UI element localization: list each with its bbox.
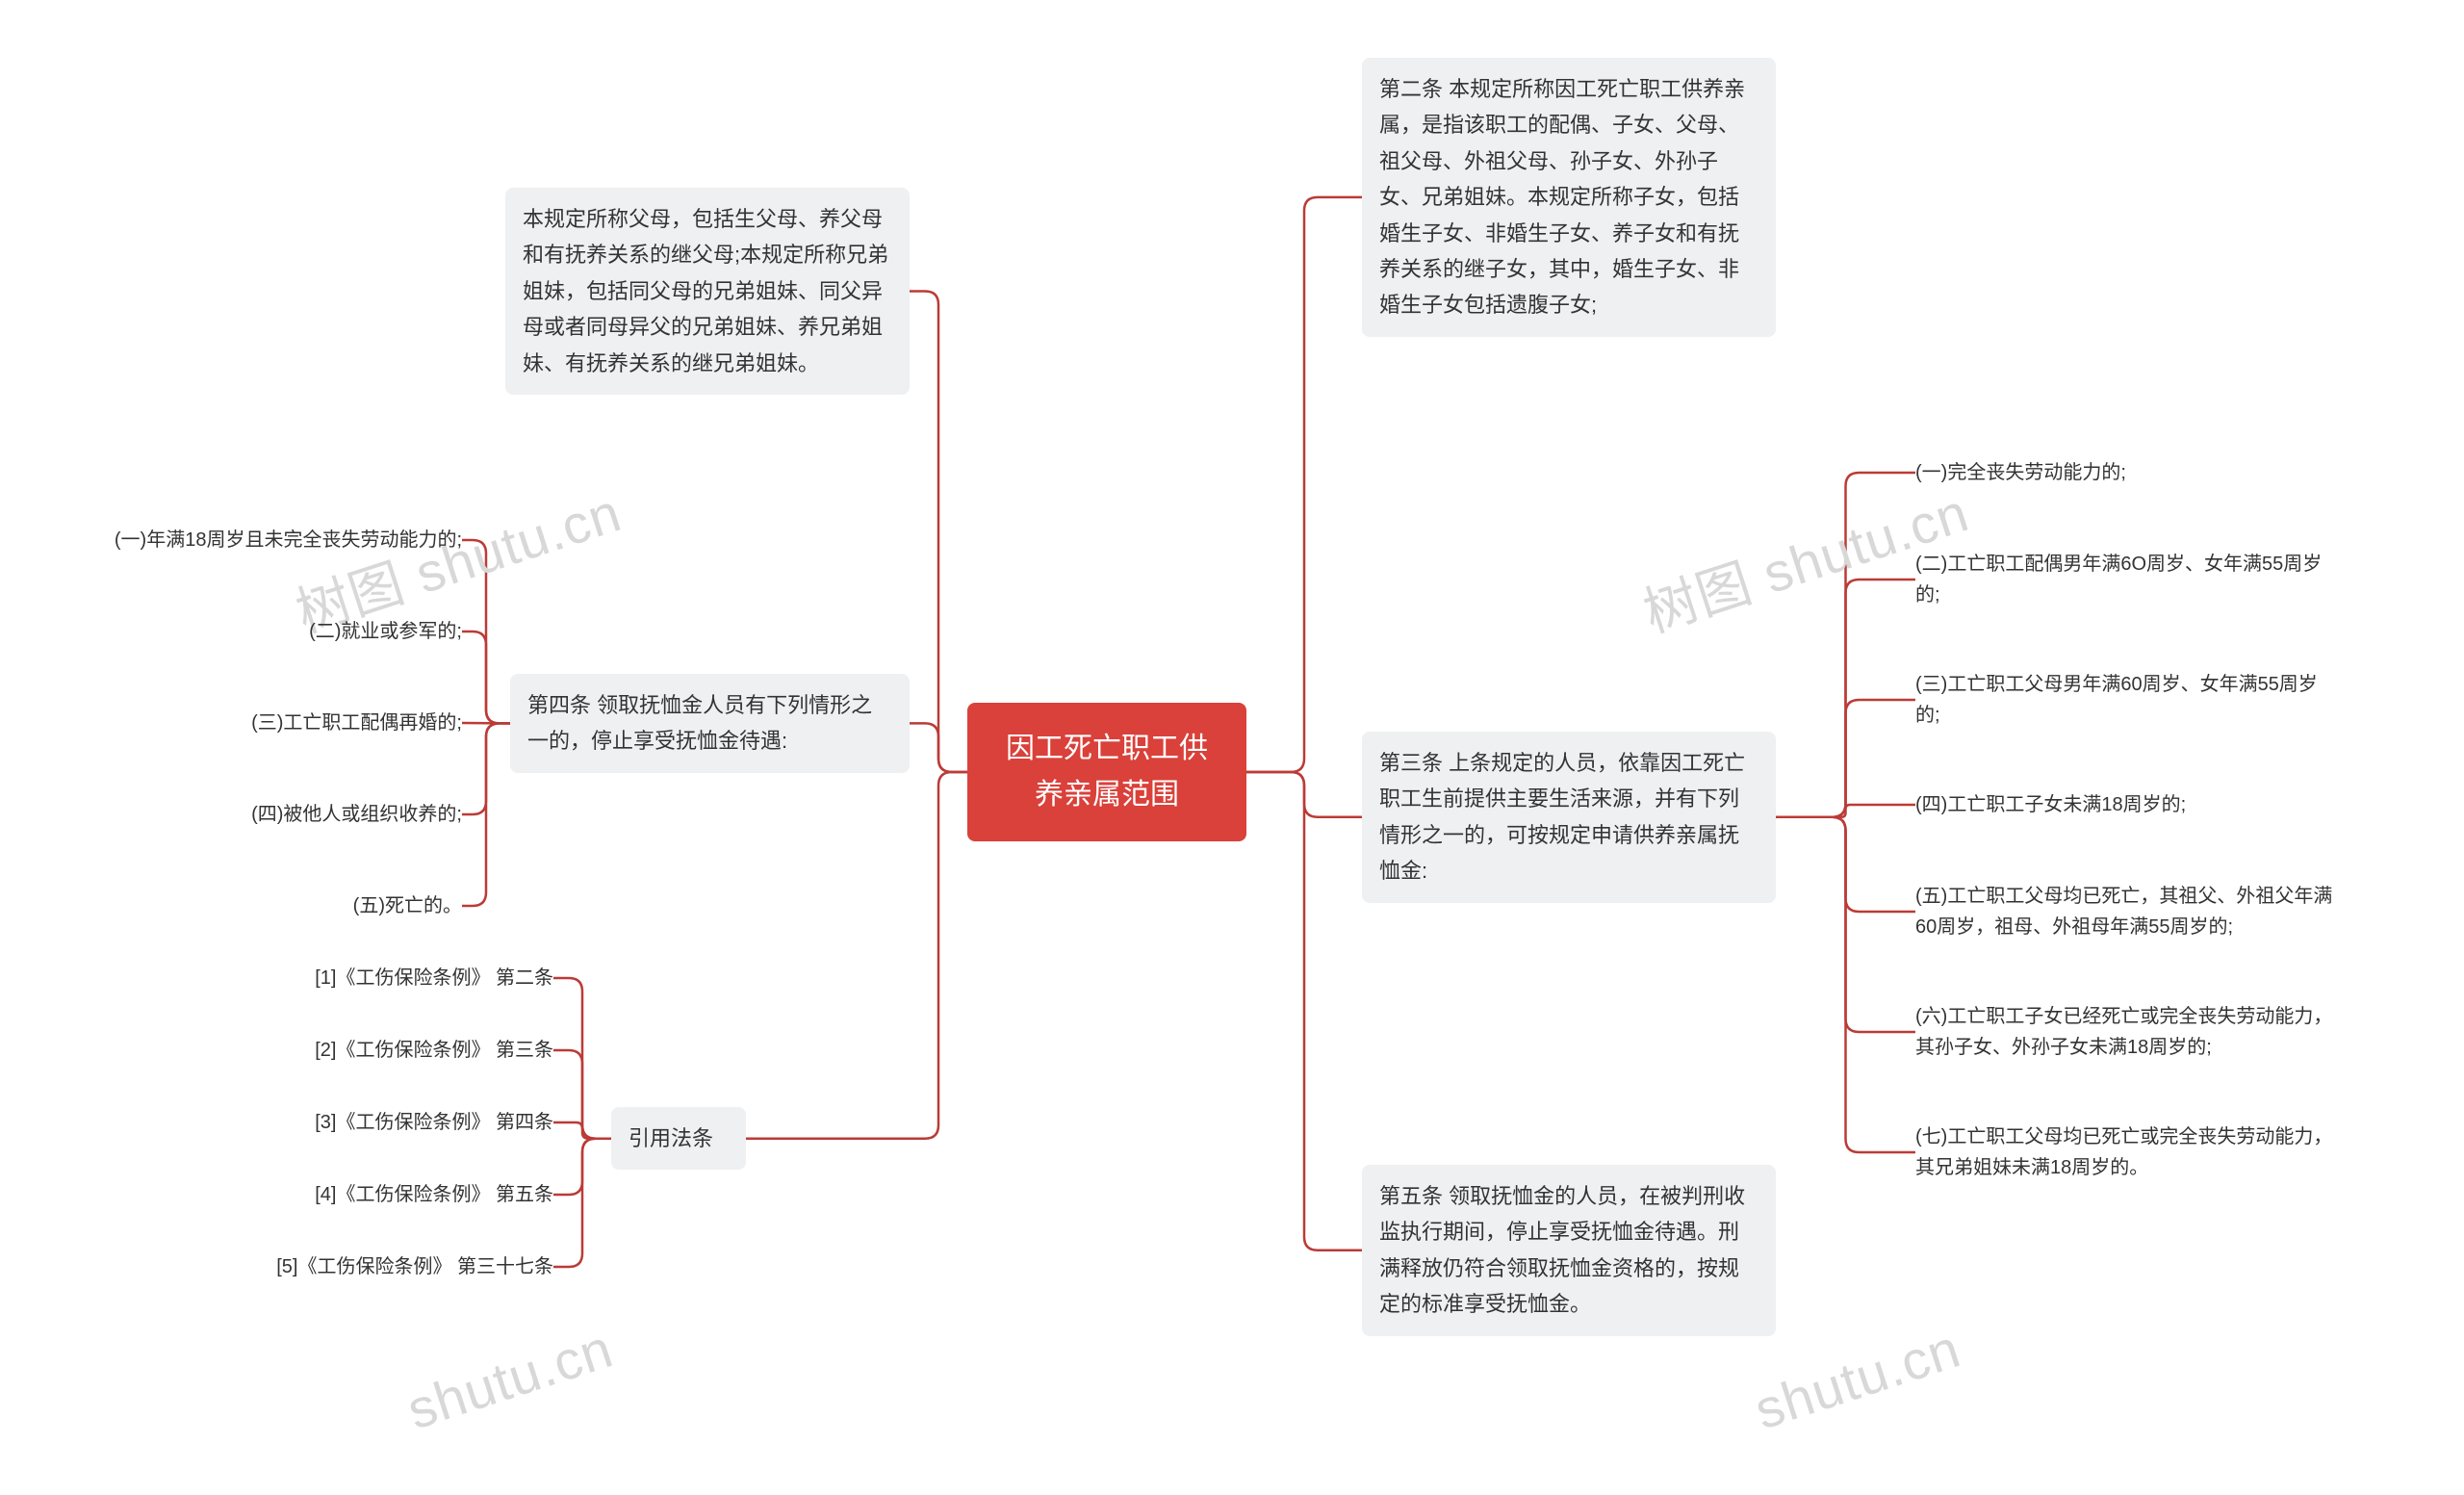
left-node-article4[interactable]: 第四条 领取抚恤金人员有下列情形之一的，停止享受抚恤金待遇: <box>510 674 910 773</box>
left-l2-leaf-3[interactable]: (三)工亡职工配偶再婚的; <box>212 708 462 738</box>
right-node-article2[interactable]: 第二条 本规定所称因工死亡职工供养亲属，是指该职工的配偶、子女、父母、祖父母、外… <box>1362 58 1776 337</box>
right-leaf-7[interactable]: (七)工亡职工父母均已死亡或完全丧失劳动能力，其兄弟姐妹未满18周岁的。 <box>1915 1121 2339 1183</box>
right-leaf-6[interactable]: (六)工亡职工子女已经死亡或完全丧失劳动能力，其孙子女、外孙子女未满18周岁的; <box>1915 1001 2339 1063</box>
right-leaf-5[interactable]: (五)工亡职工父母均已死亡，其祖父、外祖父年满60周岁，祖母、外祖母年满55周岁… <box>1915 881 2339 942</box>
right-leaf-4[interactable]: (四)工亡职工子女未满18周岁的; <box>1915 789 2339 820</box>
left-l3-leaf-4[interactable]: [4]《工伤保险条例》 第五条 <box>255 1179 553 1210</box>
left-node-definition[interactable]: 本规定所称父母，包括生父母、养父母和有抚养关系的继父母;本规定所称兄弟姐妹，包括… <box>505 188 910 395</box>
left-l3-leaf-2[interactable]: [2]《工伤保险条例》 第三条 <box>255 1035 553 1066</box>
right-node-article5[interactable]: 第五条 领取抚恤金的人员，在被判刑收监执行期间，停止享受抚恤金待遇。刑满释放仍符… <box>1362 1165 1776 1336</box>
watermark: shutu.cn <box>1747 1317 1967 1442</box>
right-leaf-1[interactable]: (一)完全丧失劳动能力的; <box>1915 457 2339 488</box>
right-leaf-3[interactable]: (三)工亡职工父母男年满60周岁、女年满55周岁的; <box>1915 669 2339 731</box>
left-node-references[interactable]: 引用法条 <box>611 1107 746 1170</box>
left-l2-leaf-5[interactable]: (五)死亡的。 <box>322 890 462 921</box>
right-leaf-2[interactable]: (二)工亡职工配偶男年满6O周岁、女年满55周岁的; <box>1915 549 2339 610</box>
left-l3-leaf-3[interactable]: [3]《工伤保险条例》 第四条 <box>255 1107 553 1138</box>
left-l3-leaf-1[interactable]: [1]《工伤保险条例》 第二条 <box>255 963 553 993</box>
center-node[interactable]: 因工死亡职工供养亲属范围 <box>967 703 1246 841</box>
left-l2-leaf-2[interactable]: (二)就业或参军的; <box>279 616 462 647</box>
left-l2-leaf-1[interactable]: (一)年满18周岁且未完全丧失劳动能力的; <box>58 525 462 555</box>
watermark: shutu.cn <box>399 1317 620 1442</box>
left-l2-leaf-4[interactable]: (四)被他人或组织收养的; <box>188 799 462 830</box>
left-l3-leaf-5[interactable]: [5]《工伤保险条例》 第三十七条 <box>226 1251 553 1282</box>
right-node-article3[interactable]: 第三条 上条规定的人员，依靠因工死亡职工生前提供主要生活来源，并有下列情形之一的… <box>1362 732 1776 903</box>
